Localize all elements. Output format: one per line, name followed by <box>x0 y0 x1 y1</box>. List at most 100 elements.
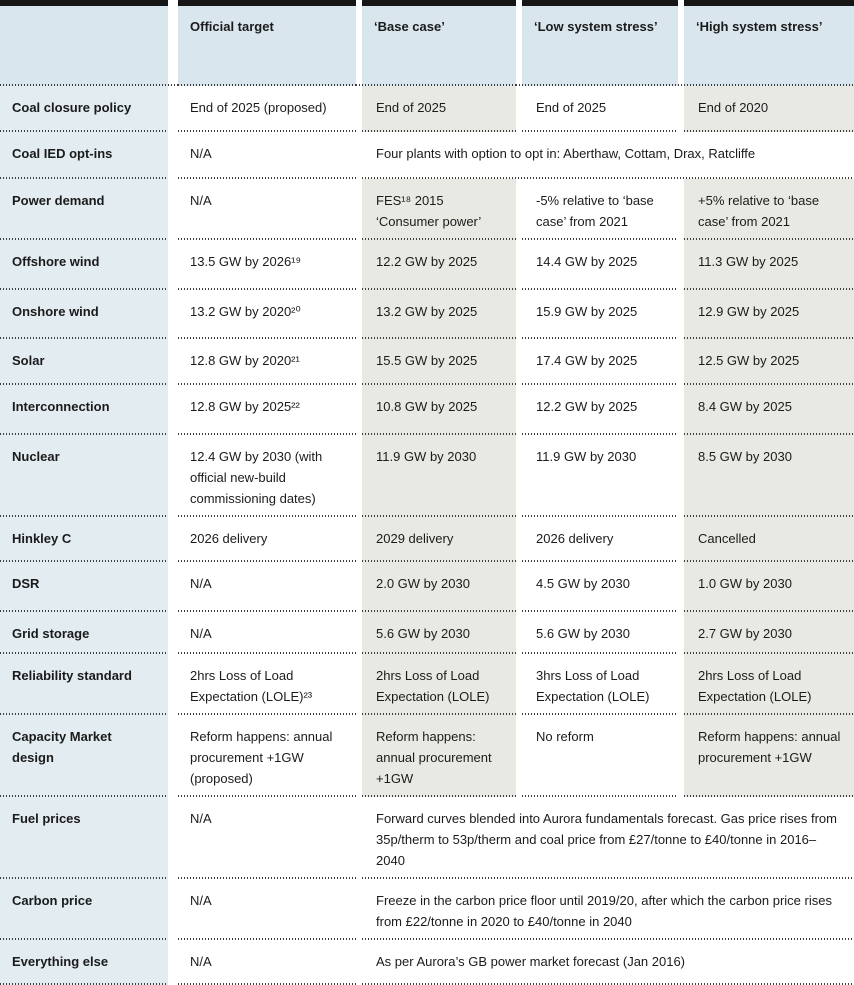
header-cell-low-system-stress: ‘Low system stress’ <box>522 0 678 86</box>
data-cell-low-system-stress: 17.4 GW by 2025 <box>522 339 678 385</box>
row-label-cell: Interconnection <box>0 385 168 435</box>
row-label-cell: DSR <box>0 562 168 612</box>
table-row: Onshore wind 13.2 GW by 2020²⁰ 13.2 GW by … <box>0 290 854 339</box>
data-cell-base-case: 5.6 GW by 2030 <box>362 612 516 654</box>
data-cell-official-target: End of 2025 (proposed) <box>178 86 356 132</box>
table-row: Coal closure policy End of 2025 (proposed… <box>0 86 854 132</box>
data-cell-base-case: 15.5 GW by 2025 <box>362 339 516 385</box>
column-spacer <box>168 339 178 385</box>
column-spacer <box>168 654 178 715</box>
table-header-row: Official target ‘Base case’ ‘Low system … <box>0 0 854 86</box>
table-row: Solar 12.8 GW by 2020²¹ 15.5 GW by 2025 17.… <box>0 339 854 385</box>
table-body: Coal closure policy End of 2025 (proposed… <box>0 86 854 985</box>
row-label-cell: Hinkley C <box>0 517 168 562</box>
column-spacer <box>516 0 522 86</box>
data-cell-official-target: N/A <box>178 179 356 240</box>
row-label-cell: Carbon price <box>0 879 168 940</box>
data-cell-low-system-stress: 12.2 GW by 2025 <box>522 385 678 435</box>
data-cell-low-system-stress: 5.6 GW by 2030 <box>522 612 678 654</box>
data-cell-low-system-stress: No reform <box>522 715 678 797</box>
column-spacer <box>168 132 178 179</box>
column-spacer <box>168 86 178 132</box>
row-label-cell: Coal closure policy <box>0 86 168 132</box>
row-label-cell: Coal IED opt-ins <box>0 132 168 179</box>
table-row: Capacity Market design Reform happens: an… <box>0 715 854 797</box>
row-label-cell: Nuclear <box>0 435 168 517</box>
data-cell-official-target: 12.8 GW by 2020²¹ <box>178 339 356 385</box>
data-cell-low-system-stress: 4.5 GW by 2030 <box>522 562 678 612</box>
column-spacer <box>168 0 178 86</box>
data-cell-official-target: 2026 delivery <box>178 517 356 562</box>
column-spacer <box>168 385 178 435</box>
data-cell-official-target: N/A <box>178 879 356 940</box>
header-cell-base-case: ‘Base case’ <box>362 0 516 86</box>
row-label-cell: Capacity Market design <box>0 715 168 797</box>
table-row: Power demand N/A FES¹⁸ 2015 ‘Consumer powe… <box>0 179 854 240</box>
data-cell-base-case: End of 2025 <box>362 86 516 132</box>
data-cell-base-case: 11.9 GW by 2030 <box>362 435 516 517</box>
data-cell-base-case: 2.0 GW by 2030 <box>362 562 516 612</box>
data-cell-official-target: N/A <box>178 132 356 179</box>
row-label-cell: Power demand <box>0 179 168 240</box>
data-cell-low-system-stress: End of 2025 <box>522 86 678 132</box>
merged-data-cell: As per Aurora’s GB power market forecast… <box>362 940 854 985</box>
table-row: Fuel prices N/A Forward curves blended int… <box>0 797 854 879</box>
data-cell-official-target: 12.8 GW by 2025²² <box>178 385 356 435</box>
data-cell-low-system-stress: 15.9 GW by 2025 <box>522 290 678 339</box>
header-cell-official-target: Official target <box>178 0 356 86</box>
merged-data-cell: Forward curves blended into Aurora funda… <box>362 797 854 879</box>
data-cell-low-system-stress: 2026 delivery <box>522 517 678 562</box>
data-cell-low-system-stress: 3hrs Loss of Load Expectation (LOLE) <box>522 654 678 715</box>
data-cell-low-system-stress: 11.9 GW by 2030 <box>522 435 678 517</box>
merged-data-cell: Freeze in the carbon price floor until 2… <box>362 879 854 940</box>
data-cell-official-target: N/A <box>178 797 356 879</box>
data-cell-base-case: 12.2 GW by 2025 <box>362 240 516 290</box>
data-cell-base-case: 2hrs Loss of Load Expectation (LOLE) <box>362 654 516 715</box>
data-cell-low-system-stress: 14.4 GW by 2025 <box>522 240 678 290</box>
column-spacer <box>356 0 362 86</box>
column-spacer <box>168 612 178 654</box>
table-row: Reliability standard 2hrs Loss of Load Ex… <box>0 654 854 715</box>
column-spacer <box>168 715 178 797</box>
data-cell-high-system-stress: 2hrs Loss of Load Expectation (LOLE) <box>684 654 854 715</box>
data-cell-high-system-stress: Cancelled <box>684 517 854 562</box>
data-cell-base-case: FES¹⁸ 2015 ‘Consumer power’ <box>362 179 516 240</box>
data-cell-low-system-stress: -5% relative to ‘base case’ from 2021 <box>522 179 678 240</box>
table-row: DSR N/A 2.0 GW by 2030 4.5 GW by 2030 1.0 GW… <box>0 562 854 612</box>
data-cell-high-system-stress: +5% relative to ‘base case’ from 2021 <box>684 179 854 240</box>
row-label-cell: Fuel prices <box>0 797 168 879</box>
data-cell-base-case: 2029 delivery <box>362 517 516 562</box>
row-label-cell: Grid storage <box>0 612 168 654</box>
table-row: Interconnection 12.8 GW by 2025²² 10.8 GW … <box>0 385 854 435</box>
data-cell-high-system-stress: 1.0 GW by 2030 <box>684 562 854 612</box>
data-cell-official-target: N/A <box>178 612 356 654</box>
data-cell-official-target: 2hrs Loss of Load Expectation (LOLE)²³ <box>178 654 356 715</box>
header-cell-high-system-stress: ‘High system stress’ <box>684 0 854 86</box>
row-label-cell: Everything else <box>0 940 168 985</box>
table-row: Coal IED opt-ins N/A Four plants with opti… <box>0 132 854 179</box>
column-spacer <box>168 562 178 612</box>
data-cell-base-case: 13.2 GW by 2025 <box>362 290 516 339</box>
row-label-cell: Solar <box>0 339 168 385</box>
column-spacer <box>168 179 178 240</box>
data-cell-high-system-stress: 2.7 GW by 2030 <box>684 612 854 654</box>
row-label-cell: Reliability standard <box>0 654 168 715</box>
data-cell-official-target: 13.5 GW by 2026¹⁹ <box>178 240 356 290</box>
data-cell-base-case: Reform happens: annual procurement +1GW <box>362 715 516 797</box>
data-cell-official-target: 13.2 GW by 2020²⁰ <box>178 290 356 339</box>
table-row: Offshore wind 13.5 GW by 2026¹⁹ 12.2 GW by… <box>0 240 854 290</box>
data-cell-official-target: N/A <box>178 562 356 612</box>
column-spacer <box>168 517 178 562</box>
data-cell-high-system-stress: 12.5 GW by 2025 <box>684 339 854 385</box>
table-row: Hinkley C 2026 delivery 2029 delivery 2026 … <box>0 517 854 562</box>
data-cell-official-target: Reform happens: annual procurement +1GW … <box>178 715 356 797</box>
column-spacer <box>168 240 178 290</box>
data-cell-high-system-stress: 8.4 GW by 2025 <box>684 385 854 435</box>
row-label-cell: Offshore wind <box>0 240 168 290</box>
data-cell-high-system-stress: Reform happens: annual procurement +1GW <box>684 715 854 797</box>
table-row: Grid storage N/A 5.6 GW by 2030 5.6 GW by 2… <box>0 612 854 654</box>
data-cell-base-case: 10.8 GW by 2025 <box>362 385 516 435</box>
column-spacer <box>168 290 178 339</box>
column-spacer <box>168 879 178 940</box>
column-spacer <box>168 435 178 517</box>
